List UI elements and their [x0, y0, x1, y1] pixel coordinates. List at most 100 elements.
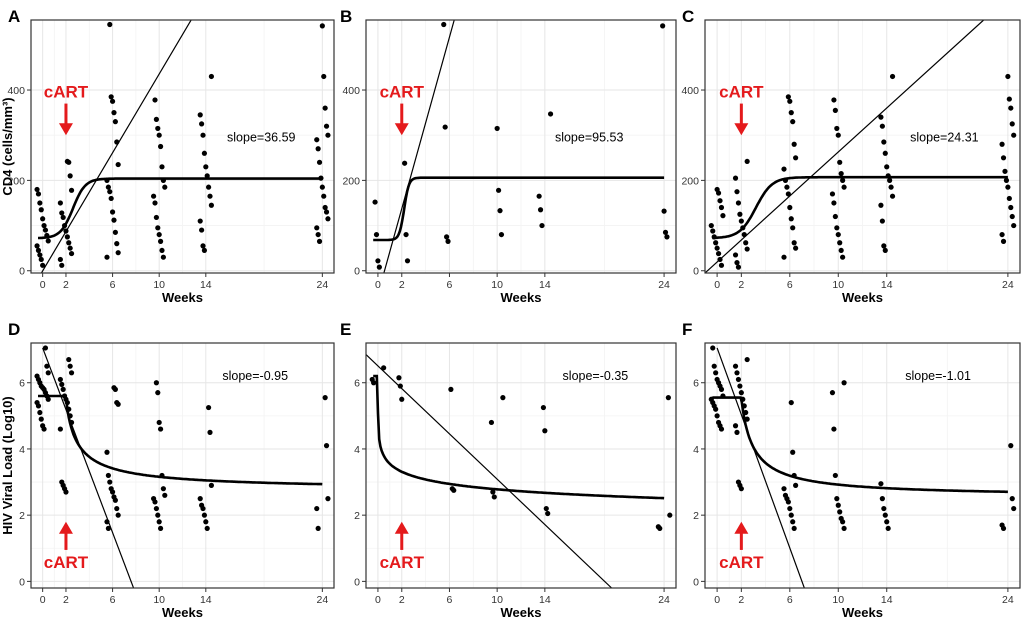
slope-label: slope=95.53	[555, 130, 624, 144]
y-tick-label: 2	[354, 510, 360, 522]
data-point	[199, 227, 205, 233]
y-tick-label: 200	[681, 175, 699, 187]
cart-label: cART	[719, 83, 764, 102]
data-point	[203, 164, 209, 170]
data-point	[37, 252, 43, 258]
data-point	[155, 390, 161, 396]
panel-frame	[365, 342, 677, 589]
data-point	[115, 250, 121, 256]
data-point	[207, 193, 213, 199]
x-tick-label: 0	[40, 279, 46, 291]
data-point	[68, 187, 75, 193]
data-point	[322, 105, 328, 111]
data-point	[1002, 168, 1008, 174]
slope-line	[716, 347, 805, 588]
data-point	[153, 380, 159, 386]
data-point	[441, 21, 447, 28]
data-point	[831, 426, 837, 432]
data-point	[734, 429, 740, 435]
data-point	[711, 363, 717, 369]
data-point	[109, 98, 116, 104]
y-tick-label: 200	[7, 175, 25, 187]
cart-label: cART	[719, 553, 764, 572]
data-point	[162, 492, 168, 498]
data-point	[999, 141, 1005, 147]
x-tick-label: 24	[317, 594, 329, 606]
data-point	[784, 184, 790, 190]
y-tick-label: 4	[354, 444, 360, 456]
panel-label: B	[340, 7, 352, 26]
data-point	[734, 189, 740, 195]
data-point	[829, 191, 836, 197]
x-tick-label: 2	[63, 594, 69, 606]
x-tick-label: 10	[491, 279, 503, 291]
data-point	[104, 519, 110, 525]
data-point	[660, 23, 666, 29]
data-point	[734, 370, 740, 376]
data-point	[157, 525, 164, 532]
data-point	[107, 479, 113, 485]
x-tick-label: 24	[1002, 279, 1014, 291]
data-point	[200, 132, 206, 138]
data-point	[741, 403, 747, 409]
data-point	[835, 231, 841, 238]
data-point	[735, 376, 742, 383]
data-point	[442, 124, 448, 130]
data-point	[323, 123, 330, 129]
data-point	[1009, 496, 1015, 502]
data-point	[319, 184, 325, 190]
data-point	[720, 393, 726, 399]
data-point	[204, 525, 210, 532]
cart-label: cART	[380, 83, 425, 102]
data-point	[115, 512, 121, 518]
data-point	[107, 189, 113, 195]
data-point	[881, 139, 887, 145]
data-point	[155, 125, 161, 132]
data-point	[35, 191, 42, 197]
x-tick-label: 2	[399, 594, 405, 606]
y-tick-label: 2	[693, 510, 699, 522]
data-point	[500, 395, 506, 401]
data-point	[396, 375, 402, 381]
data-point	[1000, 525, 1007, 532]
panel-c: C 0 2 6 10 14 24 0 200 400 cART slope=24.31 Weeks	[681, 7, 1021, 305]
data-point	[1008, 443, 1014, 449]
data-point	[889, 73, 896, 80]
data-point	[66, 240, 72, 246]
data-point	[781, 486, 787, 492]
x-axis-title: Weeks	[501, 605, 542, 620]
data-point	[397, 383, 403, 389]
data-point	[889, 193, 896, 199]
data-point	[832, 472, 838, 479]
panel-label: C	[682, 7, 694, 26]
data-point	[790, 119, 796, 125]
data-point	[1003, 177, 1010, 183]
data-point	[882, 512, 888, 518]
data-point	[316, 159, 323, 165]
data-point	[781, 254, 787, 260]
data-point	[787, 98, 793, 104]
cart-arrow-head	[58, 123, 73, 136]
data-point	[832, 213, 838, 220]
data-point	[738, 218, 744, 224]
data-point	[744, 356, 750, 363]
data-point	[738, 486, 744, 492]
data-point	[114, 139, 120, 145]
data-point	[837, 240, 843, 246]
x-tick-label: 6	[110, 279, 116, 291]
data-point	[711, 234, 717, 240]
y-tick-label: 400	[7, 85, 25, 97]
slope-label: slope=-0.35	[563, 369, 629, 383]
data-point	[322, 204, 328, 211]
data-point	[37, 200, 43, 206]
data-point	[879, 496, 885, 502]
data-point	[788, 110, 794, 116]
y-tick-label: 0	[19, 266, 25, 278]
cart-arrow-head	[394, 123, 409, 136]
data-point	[45, 370, 51, 376]
data-point	[153, 116, 159, 122]
data-point	[732, 175, 739, 181]
data-point	[718, 204, 725, 211]
